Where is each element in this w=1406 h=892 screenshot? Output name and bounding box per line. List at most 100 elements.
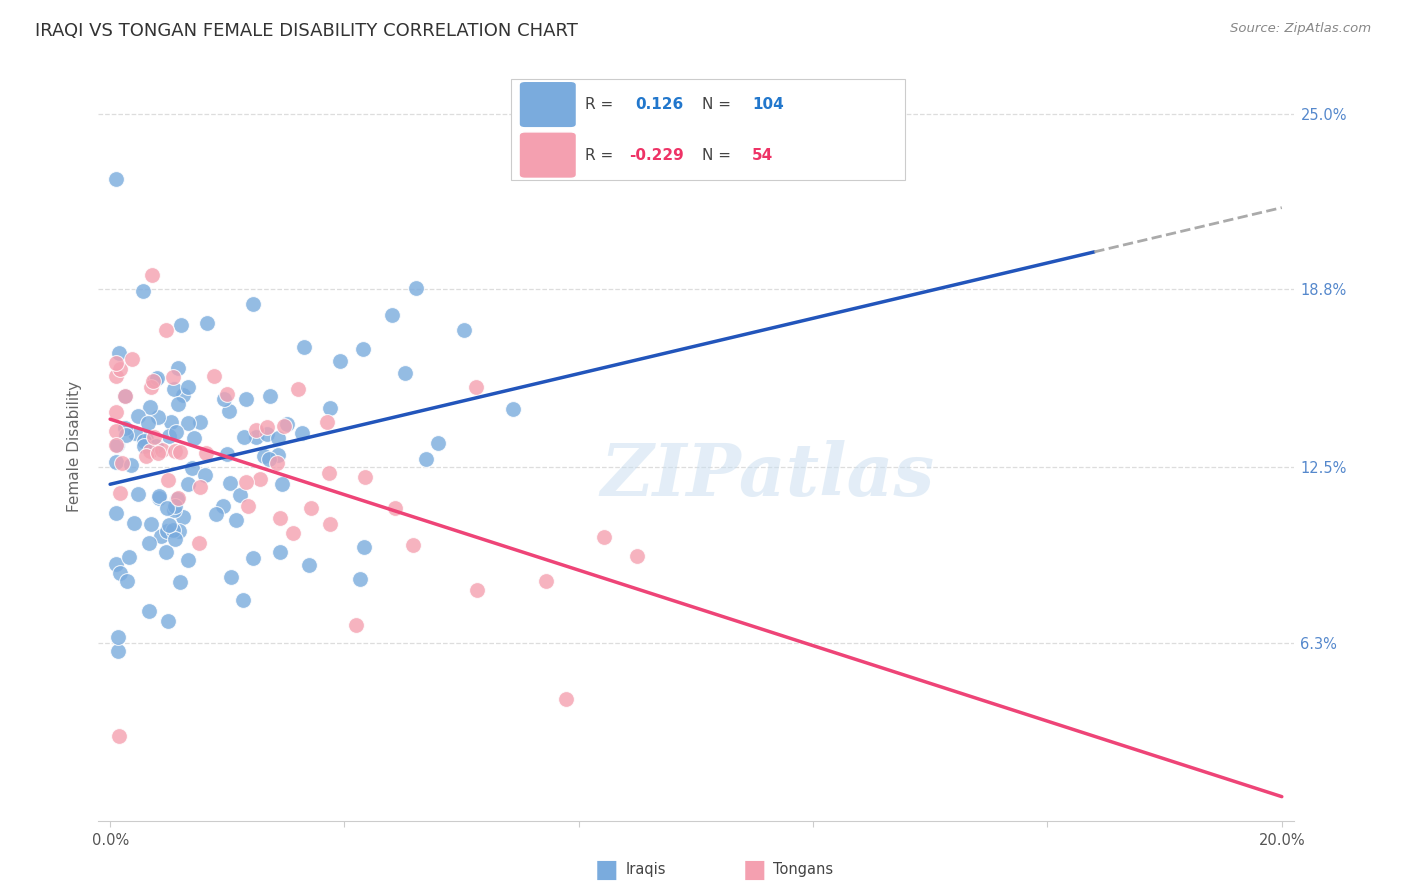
Point xyxy=(256,419,278,434)
Point xyxy=(188,480,211,494)
Point xyxy=(162,503,184,517)
Point xyxy=(114,428,136,442)
Point xyxy=(167,491,190,506)
Point xyxy=(502,401,524,416)
Point xyxy=(110,566,132,580)
Point xyxy=(287,382,309,396)
Point xyxy=(145,371,167,385)
Point xyxy=(205,507,228,521)
Point xyxy=(229,487,252,501)
Point xyxy=(270,477,292,491)
Point xyxy=(105,405,128,419)
Point xyxy=(115,574,138,589)
Point xyxy=(180,461,202,475)
Point xyxy=(118,550,141,565)
Point xyxy=(194,468,217,483)
Point xyxy=(155,323,177,337)
Point xyxy=(235,392,257,407)
Point xyxy=(353,540,375,554)
Point xyxy=(145,439,167,453)
Point xyxy=(120,458,142,473)
Point xyxy=(415,451,437,466)
Point xyxy=(353,469,375,483)
Point xyxy=(172,509,194,524)
Point xyxy=(135,449,157,463)
Point xyxy=(381,308,404,322)
Point xyxy=(150,442,173,457)
Point xyxy=(242,550,264,565)
Point xyxy=(267,448,290,462)
Point xyxy=(593,530,616,544)
Point xyxy=(453,323,475,337)
Text: 0.126: 0.126 xyxy=(636,97,683,112)
Point xyxy=(160,415,183,429)
Point xyxy=(235,475,257,490)
Point xyxy=(536,574,558,588)
Y-axis label: Female Disability: Female Disability xyxy=(67,380,83,512)
Point xyxy=(177,417,200,431)
Point xyxy=(108,362,131,376)
Point xyxy=(105,356,128,370)
Point xyxy=(352,343,374,357)
Point xyxy=(253,449,276,463)
Point xyxy=(218,404,240,418)
Point xyxy=(276,417,298,432)
Point xyxy=(281,526,304,541)
Point xyxy=(134,439,156,453)
Point xyxy=(170,318,193,333)
Point xyxy=(169,575,191,590)
Point xyxy=(163,499,186,513)
Point xyxy=(177,553,200,567)
Point xyxy=(219,475,242,490)
Point xyxy=(165,425,187,439)
Point xyxy=(167,360,190,375)
Point xyxy=(249,472,271,486)
FancyBboxPatch shape xyxy=(519,81,576,128)
Point xyxy=(245,423,267,437)
Point xyxy=(183,431,205,445)
Point xyxy=(177,477,200,491)
Point xyxy=(111,457,134,471)
Point xyxy=(121,352,143,367)
Point xyxy=(156,473,179,487)
Point xyxy=(162,370,184,384)
Text: Tongans: Tongans xyxy=(773,863,834,877)
Point xyxy=(273,419,295,434)
Point xyxy=(269,510,291,524)
Text: ZIPatlas: ZIPatlas xyxy=(600,441,935,511)
Point xyxy=(139,401,162,415)
Point xyxy=(108,729,131,743)
Point xyxy=(291,425,314,440)
Text: 54: 54 xyxy=(752,148,773,162)
Point xyxy=(138,536,160,550)
Point xyxy=(156,614,179,628)
Point xyxy=(318,466,340,480)
Point xyxy=(163,382,186,396)
Point xyxy=(187,536,209,550)
Point xyxy=(166,491,188,506)
Point xyxy=(142,374,165,388)
Point xyxy=(212,499,235,513)
Point xyxy=(299,500,322,515)
Point xyxy=(465,380,488,394)
Point xyxy=(146,410,169,425)
Point xyxy=(135,432,157,446)
Point xyxy=(319,401,342,416)
Point xyxy=(319,517,342,532)
Point xyxy=(156,524,179,538)
Point xyxy=(169,445,191,459)
Point xyxy=(149,529,172,543)
Point xyxy=(236,500,259,514)
Point xyxy=(157,518,180,533)
Point xyxy=(172,387,194,401)
Point xyxy=(165,533,187,547)
Text: R =: R = xyxy=(585,97,619,112)
Point xyxy=(215,386,238,401)
Point xyxy=(139,444,162,458)
Point xyxy=(105,438,128,452)
Point xyxy=(167,524,190,539)
Point xyxy=(105,557,128,571)
Point xyxy=(156,501,179,516)
Point xyxy=(257,452,280,467)
Point xyxy=(555,692,578,706)
